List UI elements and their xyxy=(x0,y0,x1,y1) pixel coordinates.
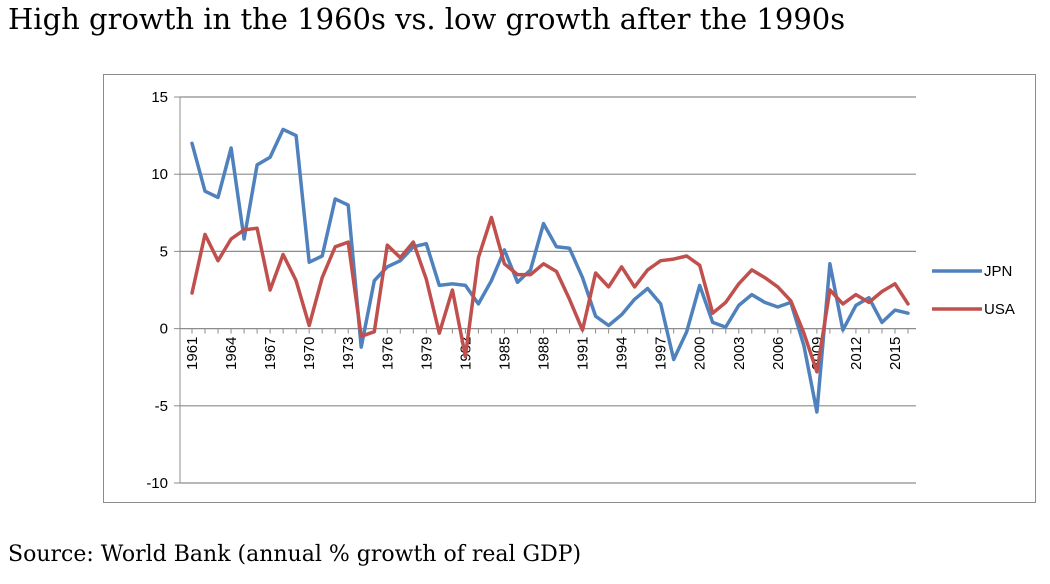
x-tick-label: 2015 xyxy=(887,337,904,370)
y-tick-label: 15 xyxy=(151,89,168,106)
series-lines xyxy=(190,127,910,414)
x-tick-label: 1964 xyxy=(223,337,240,370)
y-tick-label: 0 xyxy=(160,321,168,338)
series-line-jpn xyxy=(190,127,910,414)
x-tick-label: 1970 xyxy=(301,337,318,370)
x-tick-label: 1967 xyxy=(262,337,279,370)
x-tick-label: 1985 xyxy=(496,337,513,370)
x-tick-label: 2003 xyxy=(731,337,748,370)
x-tick-label: 2012 xyxy=(848,337,865,370)
x-tick-label: 1973 xyxy=(340,337,357,370)
axes: -10 -5 0 5 10 15 1961 1964 1967 1970 1973 1976 1979 1… xyxy=(146,89,909,492)
x-tick-label: 2000 xyxy=(692,337,709,370)
x-tick-label: 1988 xyxy=(535,337,552,370)
x-tick-label: 1976 xyxy=(379,337,396,370)
x-tick-label: 1991 xyxy=(575,337,592,370)
series-line-usa xyxy=(190,215,910,374)
x-tick-label: 1961 xyxy=(184,337,201,370)
legend-label-jpn: JPN xyxy=(984,263,1012,280)
y-tick-label: 5 xyxy=(160,243,168,260)
x-tick-label: 1997 xyxy=(653,337,670,370)
x-tick-label: 2006 xyxy=(770,337,787,370)
x-tick-label: 1979 xyxy=(418,337,435,370)
source-note: Source: World Bank (annual % growth of r… xyxy=(8,542,582,567)
y-tick-label: -10 xyxy=(146,475,168,492)
legend: JPN USA xyxy=(932,263,1015,318)
y-tick-label: 10 xyxy=(151,166,168,183)
y-tick-label: -5 xyxy=(155,398,168,415)
chart-area: -10 -5 0 5 10 15 1961 1964 1967 1970 1973 1976 1979 1… xyxy=(103,74,1036,503)
x-tick-label: 1994 xyxy=(614,337,631,370)
gridlines xyxy=(180,96,916,484)
chart-title: High growth in the 1960s vs. low growth … xyxy=(8,2,846,36)
legend-label-usa: USA xyxy=(984,301,1015,318)
line-chart: -10 -5 0 5 10 15 1961 1964 1967 1970 1973 1976 1979 1… xyxy=(146,89,1015,492)
